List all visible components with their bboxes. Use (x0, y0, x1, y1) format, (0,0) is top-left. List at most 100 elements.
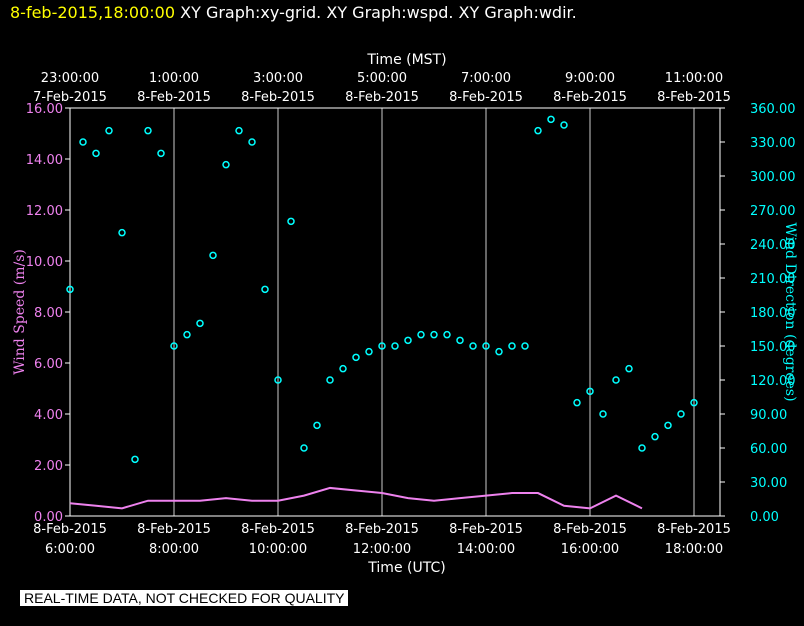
wind-direction-point (495, 347, 503, 356)
y-left-tick-label: 4.00 (34, 408, 63, 423)
x-top-axis-label: Time (MST) (366, 52, 446, 68)
wind-direction-point (287, 217, 295, 226)
x-top-tick-time: 7:00:00 (461, 71, 511, 86)
x-top-tick-date: 7-Feb-2015 (33, 90, 107, 105)
wind-direction-point (573, 398, 581, 407)
wind-direction-point (404, 336, 412, 345)
x-top-tick-time: 11:00:00 (665, 71, 723, 86)
x-bottom-tick-time: 16:00:00 (561, 542, 619, 557)
wind-direction-point (508, 342, 516, 350)
wind-direction-point (547, 115, 555, 124)
x-top-tick-date: 8-Feb-2015 (137, 90, 211, 105)
wind-direction-point (378, 342, 386, 350)
x-top-tick-time: 9:00:00 (565, 71, 615, 86)
y-right-tick-label: 0.00 (750, 510, 779, 525)
x-bottom-tick-time: 18:00:00 (665, 542, 723, 557)
wind-direction-point (690, 398, 698, 407)
wind-direction-point (300, 444, 308, 452)
x-top-tick-time: 5:00:00 (357, 71, 407, 86)
y-left-tick-label: 16.00 (26, 102, 63, 117)
y-left-tick-label: 10.00 (26, 255, 63, 270)
wind-direction-point (131, 455, 139, 464)
x-top-tick-date: 8-Feb-2015 (345, 90, 419, 105)
wind-direction-point (326, 376, 334, 384)
wind-speed-line (69, 486, 643, 510)
y-left-axis-label: Wind Speed (m/s) (12, 249, 28, 375)
x-bottom-tick-time: 8:00:00 (149, 542, 199, 557)
wind-direction-point (391, 342, 399, 350)
y-left-tick-label: 8.00 (34, 306, 63, 321)
y-right-tick-label: 90.00 (750, 408, 787, 423)
wind-direction-point (560, 121, 568, 129)
wind-direction-point (157, 149, 165, 158)
wind-direction-point (586, 387, 594, 396)
graph-titles: XY Graph:xy-grid. XY Graph:wspd. XY Grap… (180, 3, 577, 22)
wind-direction-point (469, 342, 477, 350)
wind-direction-point (664, 421, 672, 430)
y-left-tick-label: 14.00 (26, 153, 63, 168)
wind-direction-point (365, 347, 373, 356)
x-top-tick-date: 8-Feb-2015 (657, 90, 731, 105)
wind-direction-point (196, 319, 204, 328)
y-right-tick-label: 330.00 (750, 136, 796, 151)
x-bottom-tick-date: 8-Feb-2015 (137, 522, 211, 537)
wind-direction-point (144, 126, 152, 135)
wind-direction-point (105, 126, 113, 135)
y-left-tick-label: 0.00 (34, 510, 63, 525)
timestamp: 8-feb-2015,18:00:00 (10, 3, 176, 22)
x-top-tick-date: 8-Feb-2015 (449, 90, 523, 105)
wind-direction-point (118, 228, 126, 237)
wind-direction-point (521, 342, 529, 350)
wind-direction-point (456, 336, 464, 345)
plot-frame (69, 107, 721, 517)
wind-direction-point (482, 342, 490, 350)
wind-direction-point (92, 149, 100, 158)
y-left-tick-label: 12.00 (26, 204, 63, 219)
x-top-tick-time: 23:00:00 (41, 71, 99, 86)
wind-direction-point (274, 376, 282, 384)
wind-direction-point (313, 421, 321, 430)
x-top-tick-date: 8-Feb-2015 (241, 90, 315, 105)
wind-direction-point (183, 330, 191, 339)
x-top-tick-date: 8-Feb-2015 (553, 90, 627, 105)
y-left-tick-label: 2.00 (34, 459, 63, 474)
wind-direction-point (625, 364, 633, 373)
wind-direction-point (339, 364, 347, 373)
y-right-tick-label: 300.00 (750, 170, 796, 185)
wind-direction-point (209, 251, 217, 260)
wind-direction-point (612, 376, 620, 384)
y-left-tick-label: 6.00 (34, 357, 63, 372)
wind-direction-point (235, 126, 243, 135)
chart-header: 8-feb-2015,18:00:00 XY Graph:xy-grid. XY… (10, 3, 577, 22)
wind-direction-point (677, 410, 685, 418)
wind-direction-point (417, 330, 425, 339)
x-bottom-axis-label: Time (UTC) (367, 560, 445, 576)
x-bottom-tick-time: 14:00:00 (457, 542, 515, 557)
y-right-tick-label: 270.00 (750, 204, 796, 219)
y-right-tick-label: 180.00 (750, 306, 796, 321)
x-bottom-tick-date: 8-Feb-2015 (33, 522, 107, 537)
wind-direction-point (651, 432, 659, 441)
y-right-tick-label: 360.00 (750, 102, 796, 117)
x-bottom-tick-date: 8-Feb-2015 (241, 522, 315, 537)
wind-direction-point (599, 410, 607, 418)
wind-direction-point (430, 330, 438, 339)
wind-direction-point (261, 285, 269, 294)
quality-disclaimer: REAL-TIME DATA, NOT CHECKED FOR QUALITY (20, 590, 349, 606)
x-bottom-tick-time: 6:00:00 (45, 542, 95, 557)
y-right-tick-label: 150.00 (750, 340, 796, 355)
wind-direction-point (352, 353, 360, 362)
wind-direction-point (534, 126, 542, 135)
wind-direction-point (222, 160, 230, 169)
x-bottom-tick-date: 8-Feb-2015 (345, 522, 419, 537)
y-right-tick-label: 30.00 (750, 476, 787, 491)
x-bottom-tick-date: 8-Feb-2015 (553, 522, 627, 537)
wind-direction-point (170, 342, 178, 350)
x-bottom-tick-date: 8-Feb-2015 (657, 522, 731, 537)
wind-direction-point (638, 444, 646, 452)
y-right-tick-label: 240.00 (750, 238, 796, 253)
x-bottom-tick-date: 8-Feb-2015 (449, 522, 523, 537)
y-right-axis-label: Wind Direction (degrees) (782, 222, 798, 401)
y-right-tick-label: 120.00 (750, 374, 796, 389)
x-bottom-tick-time: 12:00:00 (353, 542, 411, 557)
